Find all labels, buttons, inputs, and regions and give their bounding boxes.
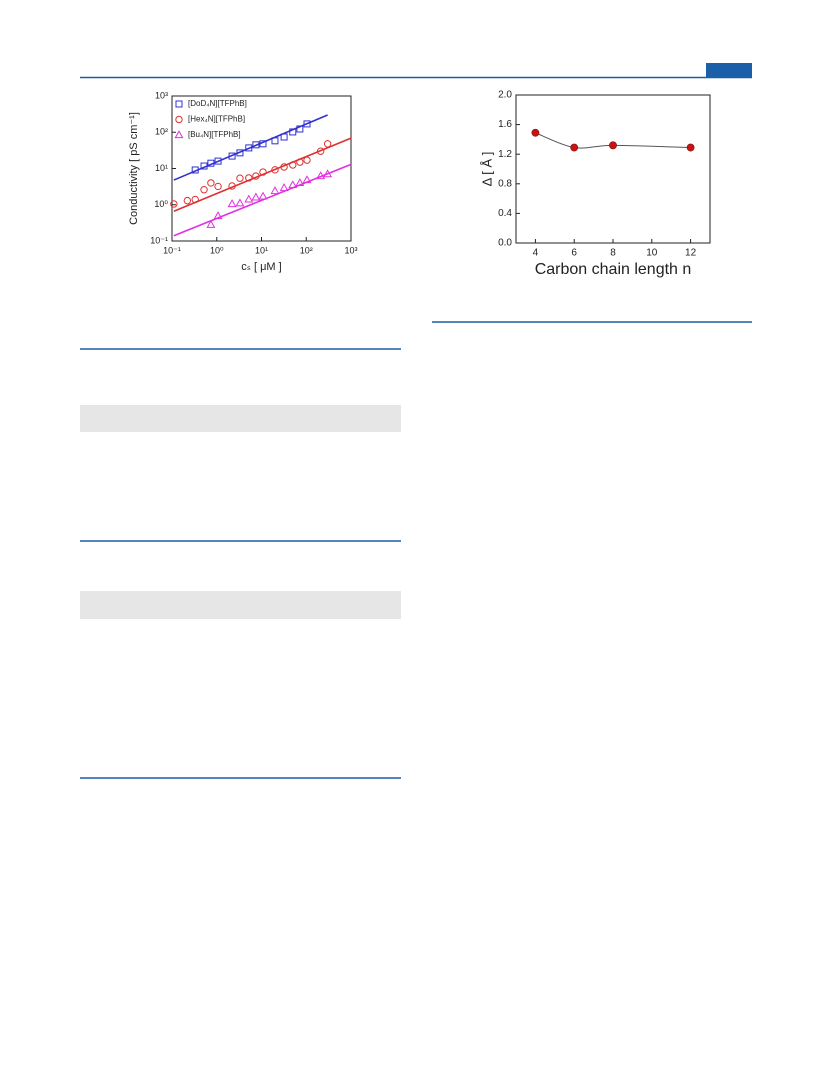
y-axis-label: Conductivity [ pS cm⁻¹] (128, 112, 140, 225)
point (271, 137, 279, 145)
point (244, 194, 254, 203)
x-tick-label: 10² (300, 245, 313, 255)
point (258, 191, 268, 200)
x-axis-label: cₛ [ μM ] (241, 261, 281, 273)
x-tick-label: 10¹ (255, 245, 268, 255)
point (191, 166, 199, 174)
legend-label: [DoD₄N][TFPhB] (188, 99, 247, 108)
fit-line (173, 163, 352, 237)
legend-marker (175, 100, 183, 108)
point (235, 198, 245, 207)
y-tick-label: 1.6 (498, 119, 512, 130)
y-tick-label: 1.2 (498, 149, 512, 160)
point (686, 143, 695, 152)
point (228, 182, 236, 190)
point (214, 157, 222, 165)
y-axis-label: Δ [ Å ] (479, 152, 494, 187)
y-tick-label: 10⁻¹ (150, 235, 168, 245)
point (323, 140, 332, 148)
gray-bar (80, 405, 401, 432)
point (296, 158, 304, 166)
x-tick-label: 8 (610, 248, 616, 259)
point (245, 174, 253, 182)
x-tick-label: 12 (685, 248, 697, 259)
point (191, 195, 199, 204)
point (280, 133, 288, 141)
point (236, 149, 244, 157)
point (206, 219, 216, 228)
x-tick-label: 10³ (344, 245, 357, 255)
point (280, 163, 288, 171)
point (170, 200, 178, 208)
point (236, 174, 244, 182)
x-tick-label: 4 (533, 248, 539, 259)
point (289, 128, 297, 136)
x-tick-label: 10 (646, 248, 658, 259)
point (323, 169, 333, 178)
point (570, 143, 579, 152)
point (227, 199, 237, 208)
x-tick-label: 10⁻¹ (163, 245, 181, 255)
point (296, 125, 304, 133)
point (259, 168, 267, 176)
point (200, 162, 208, 170)
point (207, 179, 215, 187)
legend-marker (175, 115, 183, 124)
point (245, 144, 253, 152)
point (228, 152, 236, 160)
y-tick-label: 10² (155, 127, 168, 137)
point (288, 180, 298, 189)
legend-label: [Hex₄N][TFPhB] (188, 115, 245, 124)
point (251, 192, 261, 201)
point (207, 159, 215, 167)
y-tick-label: 10¹ (155, 163, 168, 173)
point (252, 172, 260, 180)
y-tick-label: 0.0 (498, 238, 512, 249)
point (289, 161, 297, 169)
point (316, 171, 326, 180)
point (303, 120, 311, 128)
point (200, 186, 208, 194)
y-tick-label: 10³ (155, 90, 168, 100)
y-tick-label: 2.0 (498, 90, 512, 101)
y-tick-label: 0.4 (498, 208, 512, 219)
point (316, 147, 325, 155)
header-badge (706, 63, 752, 77)
curve (535, 132, 691, 149)
gray-bar (80, 591, 401, 619)
point (252, 141, 260, 149)
point (214, 182, 222, 191)
legend-marker (174, 130, 184, 139)
x-tick-label: 6 (571, 248, 577, 259)
point (259, 140, 267, 148)
y-tick-label: 0.8 (498, 178, 512, 189)
point (609, 141, 617, 150)
point (303, 156, 311, 164)
x-tick-label: 10⁰ (210, 245, 224, 255)
point (271, 166, 279, 174)
point (295, 178, 305, 187)
legend-label: [Bu₄N][TFPhB] (188, 130, 241, 139)
point (270, 186, 280, 195)
point (183, 196, 192, 205)
point (279, 183, 289, 192)
x-axis-label: Carbon chain length n (535, 261, 692, 278)
point (531, 128, 540, 137)
point (302, 175, 312, 184)
y-tick-label: 10⁰ (154, 199, 168, 209)
point (213, 211, 223, 220)
